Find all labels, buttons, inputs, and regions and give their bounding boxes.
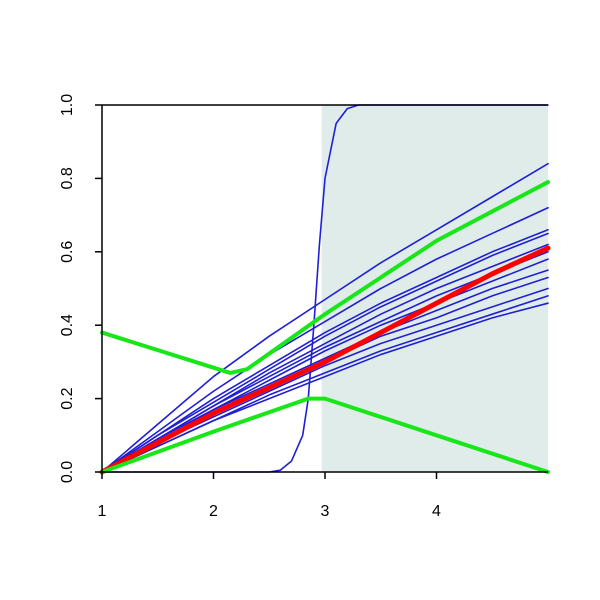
y-tick-label: 0.2 [59,387,76,409]
x-tick-label: 2 [209,503,218,520]
x-tick-label: 4 [432,503,441,520]
line [101,232,549,473]
y-tick-label: 1.0 [59,94,76,116]
line [101,228,549,473]
line [100,180,550,375]
y-tick-label: 0.8 [59,167,76,189]
x-tick-label: 3 [321,503,330,520]
line [101,258,549,473]
line [100,396,550,474]
y-tick-label: 0.0 [59,461,76,483]
y-tick-label: 0.4 [59,314,76,336]
y-tick-label: 0.6 [59,241,76,263]
line [101,302,549,473]
line [99,245,551,475]
x-tick-label: 1 [98,503,107,520]
line [101,162,549,473]
line [101,206,549,473]
